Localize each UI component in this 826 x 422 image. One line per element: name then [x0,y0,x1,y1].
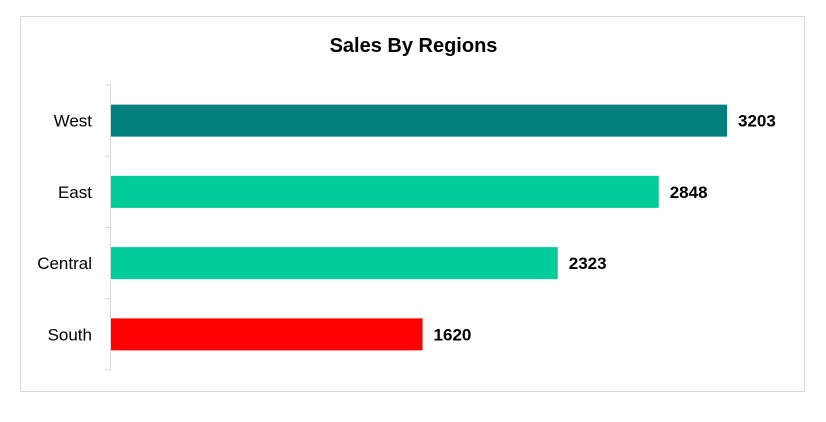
category-label: South [48,325,92,344]
data-label: 2323 [569,254,607,273]
data-label: 3203 [738,112,776,131]
bar-east [111,175,659,208]
bar-central [111,247,558,280]
bar-south [111,318,423,351]
category-label: West [54,112,93,131]
chart-title: Sales By Regions [329,35,498,57]
category-label: East [58,183,92,202]
data-label: 2848 [670,183,708,202]
category-label: Central [37,254,92,273]
data-label: 1620 [434,325,472,344]
bar-west [111,104,727,137]
